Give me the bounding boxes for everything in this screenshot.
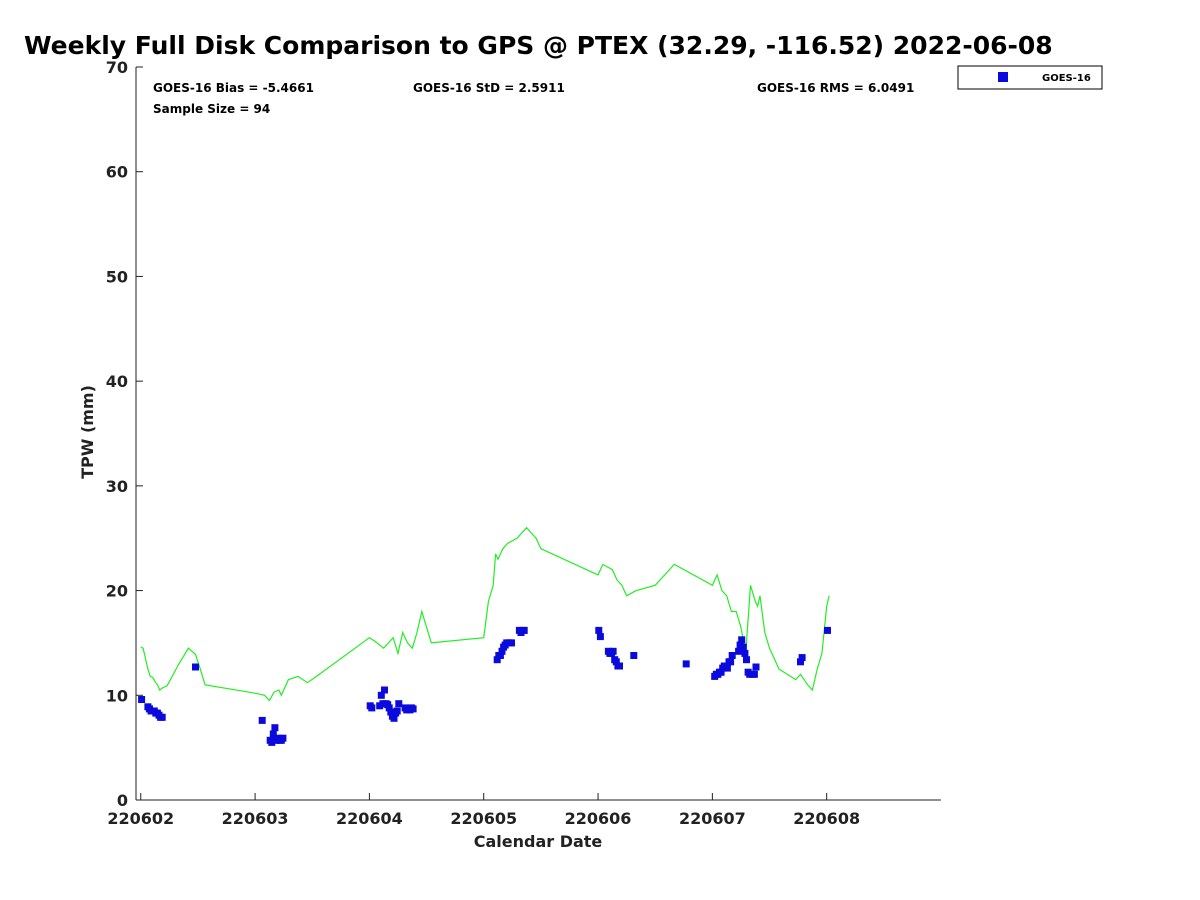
goes-16-point	[279, 734, 287, 742]
goes-16-point	[743, 656, 750, 664]
goes-16-point	[192, 663, 199, 671]
goes-16-point	[735, 647, 743, 655]
goes-16-point	[612, 658, 620, 666]
goes-16-point	[682, 660, 690, 668]
goes-16-point	[508, 639, 515, 647]
x-tick-label: 220602	[107, 809, 174, 828]
goes-16-point	[390, 714, 398, 722]
goes-16-point	[387, 708, 395, 716]
goes-16-point	[798, 654, 806, 662]
goes-16-point	[630, 652, 638, 659]
y-tick-label: 30	[106, 477, 128, 496]
goes-16-point	[727, 658, 735, 666]
goes-16-point	[493, 656, 501, 664]
goes-16-point	[258, 716, 266, 724]
goes-16-point	[728, 652, 736, 659]
legend: GOES-16	[957, 65, 1103, 90]
goes-16-point	[368, 704, 376, 712]
chart-title: Weekly Full Disk Comparison to GPS @ PTE…	[24, 31, 1053, 60]
x-tick-label: 220603	[222, 809, 289, 828]
goes-16-point	[271, 724, 279, 732]
y-tick-label: 50	[106, 267, 128, 286]
goes-16-point	[381, 686, 388, 694]
legend-box	[957, 65, 1103, 90]
y-tick-label: 10	[106, 686, 128, 705]
gps-line-series	[140, 526, 830, 702]
goes-16-point	[158, 713, 166, 721]
sample-size-stat: Sample Size = 94	[153, 102, 270, 116]
y-tick-label: 70	[106, 58, 128, 77]
goes-16-point	[595, 626, 603, 634]
goes-16-point	[717, 668, 725, 676]
goes-16-point	[138, 696, 146, 703]
y-ticks: 0 10 20 30 40 50 60 70	[106, 58, 143, 810]
goes-16-point	[520, 626, 528, 634]
goes-16-point	[824, 626, 831, 634]
y-tick-label: 60	[106, 163, 128, 182]
x-tick-label: 220606	[565, 809, 632, 828]
y-axis-label: TPW (mm)	[78, 385, 97, 479]
goes-16-point	[741, 649, 749, 657]
goes-16-point	[498, 647, 506, 655]
y-tick-label: 40	[106, 372, 128, 391]
y-tick-label: 0	[117, 791, 128, 810]
goes-16-point	[616, 662, 623, 670]
goes-16-point	[395, 700, 403, 708]
y-tick-label: 20	[106, 582, 128, 601]
goes-16-point	[609, 647, 617, 655]
goes-16-point	[377, 691, 385, 699]
bias-stat: GOES-16 Bias = -5.4661	[153, 81, 314, 95]
std-stat: GOES-16 StD = 2.5911	[413, 81, 565, 95]
x-tick-label: 220604	[336, 809, 403, 828]
legend-marker-goes-16	[998, 72, 1008, 82]
x-tick-label: 220608	[793, 809, 860, 828]
x-ticks: 220602 220603 220604 220605 220606 220607 2206…	[107, 793, 860, 828]
legend-label-goes-16: GOES-16	[1042, 73, 1091, 84]
goes-16-point	[750, 670, 758, 678]
x-tick-label: 220607	[679, 809, 746, 828]
goes-16-point	[393, 707, 401, 715]
x-tick-label: 220605	[450, 809, 517, 828]
axes	[135, 67, 941, 801]
goes-16-point	[739, 643, 747, 651]
goes-16-series	[138, 626, 831, 746]
goes-16-point	[797, 658, 804, 666]
goes-16-point	[268, 738, 276, 746]
goes-16-point	[596, 633, 604, 641]
x-axis-label: Calendar Date	[474, 832, 603, 851]
goes-16-point	[738, 636, 746, 644]
goes-16-point	[269, 730, 277, 738]
goes-16-point	[496, 652, 504, 659]
goes-16-point	[723, 664, 731, 672]
rms-stat: GOES-16 RMS = 6.0491	[757, 81, 914, 95]
gps-series-line	[140, 526, 830, 702]
goes-16-point	[385, 704, 393, 712]
goes-16-point	[752, 663, 760, 671]
goes-16-point	[409, 705, 417, 713]
